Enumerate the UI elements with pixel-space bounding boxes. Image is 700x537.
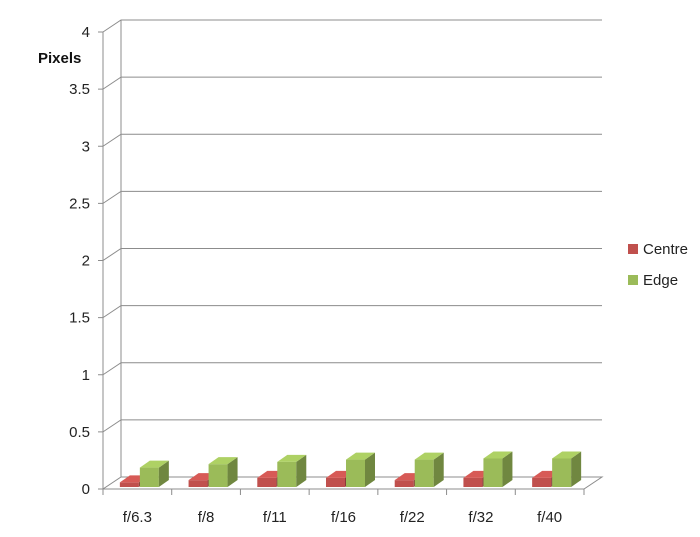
gridline — [102, 133, 602, 147]
x-tick-label: f/22 — [400, 509, 425, 526]
bar-edge — [277, 454, 307, 487]
bar-edge — [483, 451, 513, 487]
legend-label-edge: Edge — [643, 272, 678, 289]
y-tick-label: 4 — [82, 24, 90, 41]
gridline — [102, 419, 602, 433]
bar-edge — [414, 452, 444, 487]
x-tick-labels: f/6.3 f/8 f/11 f/16 f/22 f/32 f/40 — [123, 509, 562, 526]
y-tick-label: 0 — [82, 481, 90, 498]
x-tick-label: f/40 — [537, 509, 562, 526]
gridlines — [102, 19, 602, 433]
bar-edge — [346, 452, 375, 487]
legend-swatch-centre — [628, 244, 638, 254]
gridline — [102, 190, 602, 204]
y-tick-label: 1.5 — [69, 310, 90, 327]
x-tick-label: f/11 — [263, 509, 287, 526]
x-tick-label: f/8 — [198, 509, 215, 526]
gridline — [102, 19, 602, 33]
y-axis-label: Pixels — [38, 50, 81, 67]
x-tick-label: f/6.3 — [123, 509, 152, 526]
y-tick-label: 3.5 — [69, 81, 90, 98]
bar-edge — [208, 457, 238, 487]
gridline — [102, 305, 602, 319]
bar-edge — [552, 451, 582, 487]
y-tick-label: 3 — [82, 138, 90, 155]
gridline — [102, 362, 602, 376]
y-tick-label: 2.5 — [69, 195, 90, 212]
legend-label-centre: Centre — [643, 241, 688, 258]
gridline — [102, 76, 602, 90]
x-tick-label: f/32 — [468, 509, 493, 526]
y-tick-label: 0.5 — [69, 424, 90, 441]
legend-swatch-edge — [628, 275, 638, 285]
y-tick-label: 2 — [82, 253, 90, 270]
axes — [98, 20, 604, 495]
legend: Centre Edge — [628, 241, 688, 289]
bars — [119, 451, 582, 487]
bar-edge — [139, 460, 169, 487]
gridline — [102, 248, 602, 261]
y-tick-label: 1 — [82, 367, 90, 384]
x-tick-label: f/16 — [331, 509, 356, 526]
y-tick-labels: 0 0.5 1 1.5 2 2.5 3 3.5 4 — [69, 24, 90, 498]
